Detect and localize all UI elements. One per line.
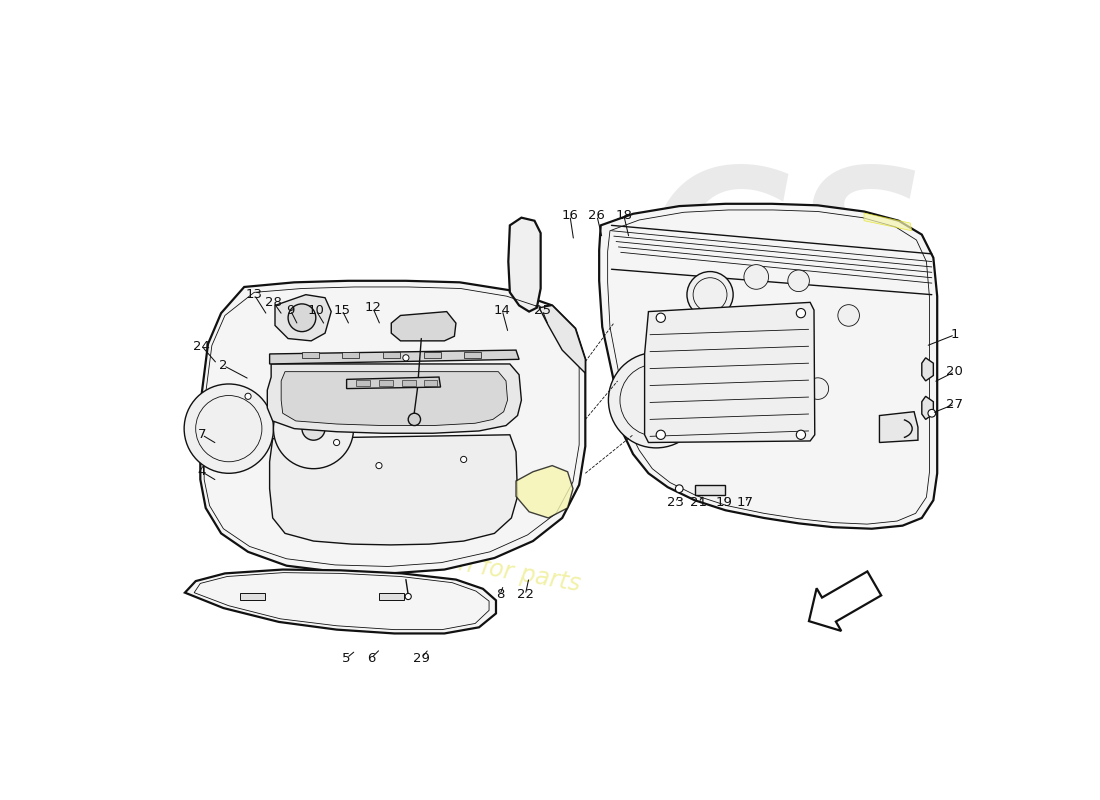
Text: 15: 15 (333, 303, 351, 317)
Circle shape (739, 332, 758, 350)
Circle shape (403, 354, 409, 361)
Circle shape (744, 265, 769, 290)
Circle shape (796, 309, 805, 318)
Circle shape (301, 417, 326, 440)
Text: 9: 9 (286, 303, 295, 317)
Polygon shape (600, 204, 937, 529)
Text: 19: 19 (715, 496, 733, 509)
Polygon shape (508, 218, 541, 312)
Circle shape (620, 364, 692, 436)
Circle shape (838, 305, 859, 326)
Text: 5: 5 (342, 651, 351, 665)
Polygon shape (346, 377, 440, 389)
Text: 20: 20 (946, 365, 964, 378)
Text: 21: 21 (690, 496, 707, 509)
Polygon shape (241, 593, 265, 600)
Circle shape (686, 271, 734, 318)
Circle shape (608, 353, 704, 448)
Polygon shape (516, 466, 573, 518)
Text: 13: 13 (245, 288, 263, 301)
Polygon shape (301, 353, 319, 358)
Circle shape (408, 414, 420, 426)
Circle shape (405, 594, 411, 599)
Polygon shape (392, 312, 455, 341)
Circle shape (656, 313, 666, 322)
Text: 1: 1 (950, 328, 959, 341)
Circle shape (656, 430, 666, 439)
Circle shape (196, 395, 262, 462)
Polygon shape (282, 372, 507, 426)
Text: 25: 25 (534, 303, 551, 317)
Polygon shape (342, 353, 359, 358)
Text: 16: 16 (561, 209, 579, 222)
Circle shape (376, 462, 382, 469)
Polygon shape (865, 213, 912, 230)
Polygon shape (378, 593, 404, 600)
Polygon shape (267, 364, 521, 434)
Polygon shape (695, 485, 726, 495)
Circle shape (288, 304, 316, 332)
Circle shape (788, 270, 810, 291)
Text: 12: 12 (364, 302, 382, 314)
Circle shape (793, 326, 812, 344)
Circle shape (928, 410, 936, 417)
Circle shape (184, 384, 274, 474)
Polygon shape (922, 396, 933, 419)
Text: 7: 7 (198, 428, 206, 442)
Text: 27: 27 (946, 398, 964, 410)
Polygon shape (922, 358, 933, 381)
Circle shape (675, 485, 683, 493)
Text: a passion for parts: a passion for parts (361, 534, 582, 597)
Text: 28: 28 (265, 296, 282, 309)
Circle shape (807, 378, 828, 399)
Polygon shape (403, 380, 416, 386)
Polygon shape (383, 353, 399, 358)
Text: 24: 24 (194, 340, 210, 353)
Text: 26: 26 (588, 209, 605, 222)
Text: 4: 4 (198, 466, 206, 478)
Polygon shape (424, 353, 440, 358)
Circle shape (693, 278, 727, 311)
Text: GS: GS (648, 162, 926, 338)
Text: 22: 22 (517, 589, 534, 602)
Text: 14: 14 (494, 303, 510, 317)
Polygon shape (275, 294, 331, 341)
Text: 10: 10 (307, 303, 324, 317)
Text: 2: 2 (219, 359, 228, 372)
Circle shape (274, 389, 353, 469)
Polygon shape (424, 380, 438, 386)
Polygon shape (645, 302, 815, 442)
Polygon shape (539, 306, 585, 373)
Text: 23: 23 (667, 496, 684, 509)
Polygon shape (880, 412, 917, 442)
Circle shape (333, 439, 340, 446)
Polygon shape (356, 380, 370, 386)
Text: 29: 29 (412, 651, 430, 665)
Polygon shape (464, 353, 481, 358)
Text: 6: 6 (367, 651, 375, 665)
Polygon shape (270, 350, 519, 364)
Text: 18: 18 (615, 209, 632, 222)
Circle shape (461, 456, 466, 462)
Circle shape (245, 394, 251, 399)
Polygon shape (808, 571, 881, 631)
Polygon shape (185, 570, 496, 634)
Text: 17: 17 (737, 496, 754, 509)
Polygon shape (270, 435, 517, 545)
Polygon shape (378, 380, 393, 386)
Circle shape (796, 430, 805, 439)
Polygon shape (200, 281, 585, 574)
Text: 8: 8 (496, 589, 504, 602)
